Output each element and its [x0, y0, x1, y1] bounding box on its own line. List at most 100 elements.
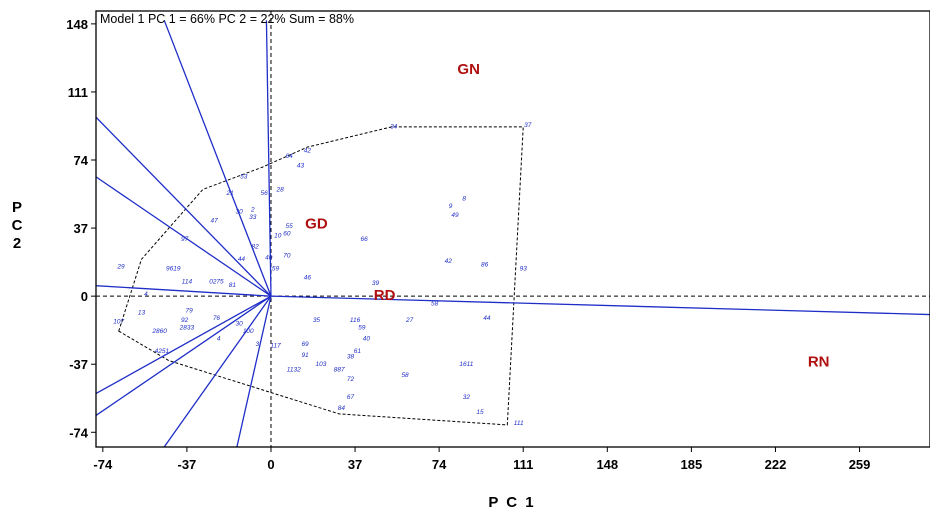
genotype-label: 30	[236, 208, 244, 215]
genotype-label: 70	[283, 253, 291, 260]
x-tick-label: 148	[596, 457, 618, 472]
environment-vector-6	[163, 295, 272, 447]
y-axis-title-part: 2	[13, 235, 23, 252]
y-tick-label: 148	[66, 17, 88, 32]
y-tick-label: 37	[74, 221, 88, 236]
genotype-label: 4	[144, 291, 148, 298]
genotype-label: 2860	[151, 328, 167, 335]
genotype-label: 117	[270, 343, 281, 350]
genotype-label: 92	[181, 317, 189, 324]
genotype-label: 114	[182, 278, 193, 285]
genotype-label: 100	[243, 328, 254, 335]
genotype-label: 9	[449, 203, 453, 210]
chart-title: Model 1 PC 1 = 66% PC 2 = 22% Sum = 88%	[100, 12, 354, 26]
x-tick-label: 222	[765, 457, 787, 472]
genotype-label: 1132	[287, 367, 301, 374]
genotype-label: 67	[347, 394, 355, 401]
genotype-label: 82	[251, 243, 259, 250]
genotype-label: 40	[265, 254, 273, 261]
genotype-label: 103	[316, 361, 327, 368]
environment-vector-9	[270, 295, 930, 316]
genotype-label: 3	[256, 341, 260, 348]
genotype-label: 40	[363, 335, 371, 342]
genotype-label: 8	[462, 195, 466, 202]
genotype-label: 28	[275, 186, 284, 193]
genotype-label: 58	[431, 300, 439, 307]
genotype-label: 35	[313, 317, 321, 324]
genotype-label: 69	[301, 341, 309, 348]
genotype-label: 53	[240, 173, 248, 180]
genotype-label: 887	[334, 367, 345, 374]
genotype-label: 58	[401, 372, 409, 379]
y-tick-label: 111	[68, 85, 88, 100]
genotype-label: 32	[463, 394, 471, 401]
genotype-label: 13	[138, 310, 146, 317]
genotype-label: 84	[338, 405, 346, 412]
genotype-label: 42	[304, 148, 312, 155]
genotype-label: 30	[236, 321, 244, 328]
genotype-label: 44	[238, 256, 246, 263]
genotype-label: 15	[476, 409, 484, 416]
genotype-label: 43	[297, 162, 305, 169]
genotype-label: 0275	[209, 278, 224, 285]
genotype-label: 91	[301, 352, 309, 359]
genotype-label: 27	[405, 317, 414, 324]
y-axis-ticks: -74 -37 0 37 74 111 148	[66, 17, 96, 440]
genotype-label: 107	[113, 319, 124, 326]
genotype-label: 56	[261, 190, 269, 197]
genotype-label: 2	[250, 207, 255, 214]
environment-label-rd: RD	[374, 287, 396, 304]
genotype-label: 39	[372, 280, 380, 287]
environment-vector-3	[96, 285, 272, 297]
genotype-label: 79	[186, 308, 194, 315]
genotype-label: 29	[116, 264, 125, 271]
genotype-label: 9619	[166, 265, 181, 272]
convex-hull-polygon	[118, 126, 524, 426]
genotype-label: 86	[481, 262, 489, 269]
genotype-label: 46	[304, 275, 312, 282]
environment-label-gn: GN	[457, 61, 480, 78]
y-axis-title-part: P	[12, 199, 24, 216]
environment-vector-1	[96, 116, 272, 297]
y-tick-label: -37	[69, 357, 88, 372]
x-tick-label: -74	[93, 457, 113, 472]
environment-vector-8	[265, 20, 272, 297]
y-tick-label: 0	[81, 289, 88, 304]
genotype-label: 55	[286, 223, 294, 230]
genotype-label: 4	[217, 335, 221, 342]
x-tick-label: -37	[178, 457, 197, 472]
genotype-label: 42	[445, 258, 453, 265]
genotype-label: 21	[225, 190, 234, 197]
x-axis-title: P C 1	[488, 494, 535, 511]
x-tick-label: 259	[849, 457, 871, 472]
genotype-label: 59	[272, 265, 280, 272]
genotype-label: 1611	[459, 361, 473, 368]
genotype-label: 93	[520, 265, 528, 272]
x-tick-label: 74	[432, 457, 447, 472]
genotype-label: 111	[514, 420, 524, 427]
y-axis-title-part: C	[12, 217, 25, 234]
genotype-label: 37	[524, 122, 532, 129]
genotype-label: 2833	[179, 324, 195, 331]
genotype-label: 97	[181, 236, 189, 243]
genotype-label: 116	[350, 317, 361, 324]
environment-label-gd: GD	[305, 215, 328, 232]
x-tick-label: 185	[681, 457, 703, 472]
genotype-label: 44	[483, 315, 491, 322]
genotype-label: 49	[451, 212, 459, 219]
genotype-label: 76	[213, 315, 221, 322]
genotype-label: 33	[249, 214, 257, 221]
genotype-label: 61	[354, 348, 362, 355]
genotype-label: 66	[361, 236, 369, 243]
environment-vector-2	[96, 176, 272, 297]
environment-vector-7	[236, 296, 272, 447]
genotype-label: 4251	[155, 348, 170, 355]
environment-vector-4	[96, 295, 272, 417]
genotype-label: 34	[390, 124, 398, 131]
plot-frame	[95, 10, 930, 448]
genotype-label: 47	[211, 218, 219, 225]
